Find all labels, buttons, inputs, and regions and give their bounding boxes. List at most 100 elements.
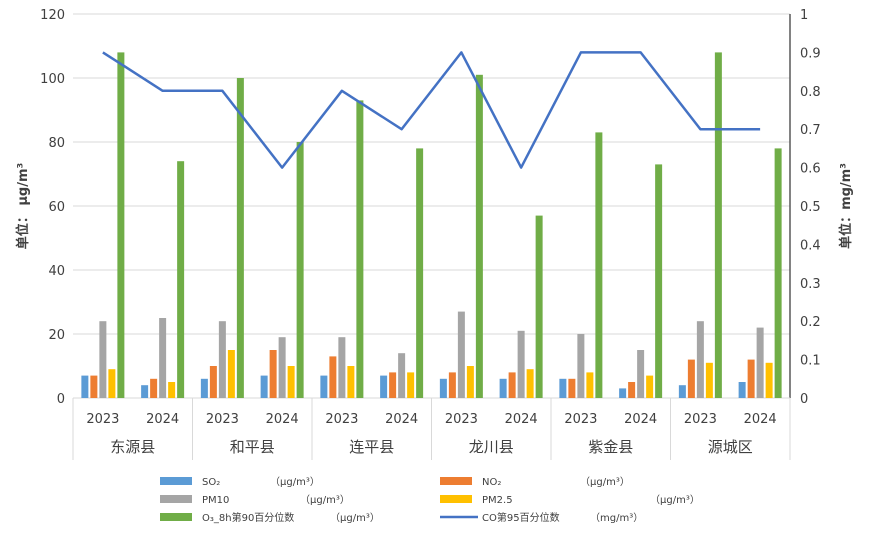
right-tick-label: 0.1 bbox=[800, 354, 821, 369]
year-tick-label: 2023 bbox=[684, 412, 717, 427]
legend-unit: （mg/m³） bbox=[590, 512, 643, 524]
bar-O₃_8h第90百分位数 bbox=[296, 142, 304, 398]
legend-label: SO₂ bbox=[202, 477, 220, 488]
year-tick-label: 2024 bbox=[624, 412, 657, 427]
bar-NO₂ bbox=[329, 356, 337, 398]
right-tick-label: 0.6 bbox=[800, 162, 821, 177]
bar-O₃_8h第90百分位数 bbox=[535, 215, 543, 398]
bar-SO₂ bbox=[678, 385, 686, 398]
bar-PM10 bbox=[159, 318, 167, 398]
co-line bbox=[102, 51, 761, 169]
bar-O₃_8h第90百分位数 bbox=[356, 100, 364, 399]
legend-unit: （μg/m³） bbox=[580, 476, 630, 488]
legend-label: O₃_8h第90百分位数 bbox=[202, 511, 294, 524]
year-tick-label: 2023 bbox=[445, 412, 478, 427]
year-tick-label: 2024 bbox=[385, 412, 418, 427]
bar-NO₂ bbox=[150, 378, 158, 398]
bar-SO₂ bbox=[499, 378, 507, 398]
left-tick-label: 40 bbox=[48, 264, 65, 279]
bar-NO₂ bbox=[389, 372, 397, 398]
bar-PM10 bbox=[756, 327, 764, 398]
bar-SO₂ bbox=[738, 382, 746, 398]
bar-PM2.5 bbox=[586, 372, 594, 398]
right-tick-label: 0.7 bbox=[800, 123, 821, 138]
bar-PM2.5 bbox=[646, 375, 654, 398]
legend-label: PM10 bbox=[202, 495, 229, 506]
legend-swatch bbox=[160, 495, 192, 503]
bar-O₃_8h第90百分位数 bbox=[236, 78, 244, 398]
legend-unit: （μg/m³） bbox=[650, 494, 700, 506]
right-tick-label: 0.4 bbox=[800, 238, 821, 253]
bar-NO₂ bbox=[628, 382, 636, 398]
county-label: 龙川县 bbox=[469, 438, 514, 456]
bar-SO₂ bbox=[559, 378, 567, 398]
bar-PM10 bbox=[696, 321, 704, 398]
left-axis-label: 单位： μg/m³ bbox=[15, 163, 31, 249]
legend-unit: （μg/m³） bbox=[330, 512, 380, 524]
bar-PM10 bbox=[398, 353, 406, 398]
legend-swatch bbox=[440, 495, 472, 503]
bar-NO₂ bbox=[508, 372, 516, 398]
bar-PM2.5 bbox=[705, 362, 713, 398]
year-tick-label: 2023 bbox=[325, 412, 358, 427]
bar-NO₂ bbox=[90, 375, 98, 398]
bar-NO₂ bbox=[747, 359, 755, 398]
legend-label: NO₂ bbox=[482, 477, 501, 488]
bar-SO₂ bbox=[200, 378, 208, 398]
bar-NO₂ bbox=[209, 366, 217, 398]
bar-PM10 bbox=[457, 311, 465, 398]
bar-O₃_8h第90百分位数 bbox=[714, 52, 722, 399]
bar-PM10 bbox=[517, 330, 525, 398]
year-tick-label: 2024 bbox=[505, 412, 538, 427]
legend-swatch bbox=[160, 513, 192, 521]
bar-O₃_8h第90百分位数 bbox=[177, 161, 185, 398]
legend-unit: （μg/m³） bbox=[300, 494, 350, 506]
right-tick-label: 0.3 bbox=[800, 277, 821, 292]
county-label: 紫金县 bbox=[588, 438, 633, 456]
bar-SO₂ bbox=[619, 388, 627, 398]
left-tick-label: 80 bbox=[48, 136, 65, 151]
bar-NO₂ bbox=[568, 378, 576, 398]
left-tick-label: 100 bbox=[40, 72, 65, 87]
left-tick-label: 120 bbox=[40, 8, 65, 23]
year-tick-label: 2024 bbox=[266, 412, 299, 427]
bar-PM10 bbox=[637, 350, 645, 398]
legend-swatch bbox=[440, 477, 472, 485]
right-tick-label: 0.9 bbox=[800, 46, 821, 61]
left-tick-label: 20 bbox=[48, 328, 65, 343]
right-tick-label: 0 bbox=[800, 392, 808, 407]
bar-PM2.5 bbox=[108, 369, 116, 398]
bar-SO₂ bbox=[81, 375, 89, 398]
bar-PM10 bbox=[218, 321, 226, 398]
legend-label: PM2.5 bbox=[482, 495, 513, 506]
left-tick-label: 0 bbox=[57, 392, 65, 407]
bar-O₃_8h第90百分位数 bbox=[475, 74, 483, 399]
bar-PM10 bbox=[99, 321, 107, 398]
bar-SO₂ bbox=[380, 375, 388, 398]
left-tick-label: 60 bbox=[48, 200, 65, 215]
bar-PM2.5 bbox=[466, 366, 474, 398]
year-tick-label: 2024 bbox=[744, 412, 777, 427]
bar-SO₂ bbox=[320, 375, 328, 398]
legend-label: CO第95百分位数 bbox=[482, 511, 560, 524]
bar-PM2.5 bbox=[765, 362, 773, 398]
right-tick-label: 0.5 bbox=[800, 200, 821, 215]
bar-PM2.5 bbox=[347, 366, 355, 398]
bar-PM2.5 bbox=[168, 382, 176, 398]
bar-O₃_8h第90百分位数 bbox=[416, 148, 424, 398]
bar-PM10 bbox=[278, 337, 286, 398]
county-label: 连平县 bbox=[349, 438, 394, 456]
county-label: 东源县 bbox=[110, 438, 155, 456]
bar-PM2.5 bbox=[526, 369, 534, 398]
bar-SO₂ bbox=[141, 385, 149, 398]
bar-O₃_8h第90百分位数 bbox=[774, 148, 782, 398]
right-tick-label: 0.8 bbox=[800, 85, 821, 100]
bar-PM2.5 bbox=[407, 372, 415, 398]
legend-unit: （μg/m³） bbox=[270, 476, 320, 488]
county-label: 源城区 bbox=[708, 438, 753, 456]
bar-NO₂ bbox=[448, 372, 456, 398]
year-tick-label: 2023 bbox=[86, 412, 119, 427]
bar-PM10 bbox=[577, 334, 585, 398]
